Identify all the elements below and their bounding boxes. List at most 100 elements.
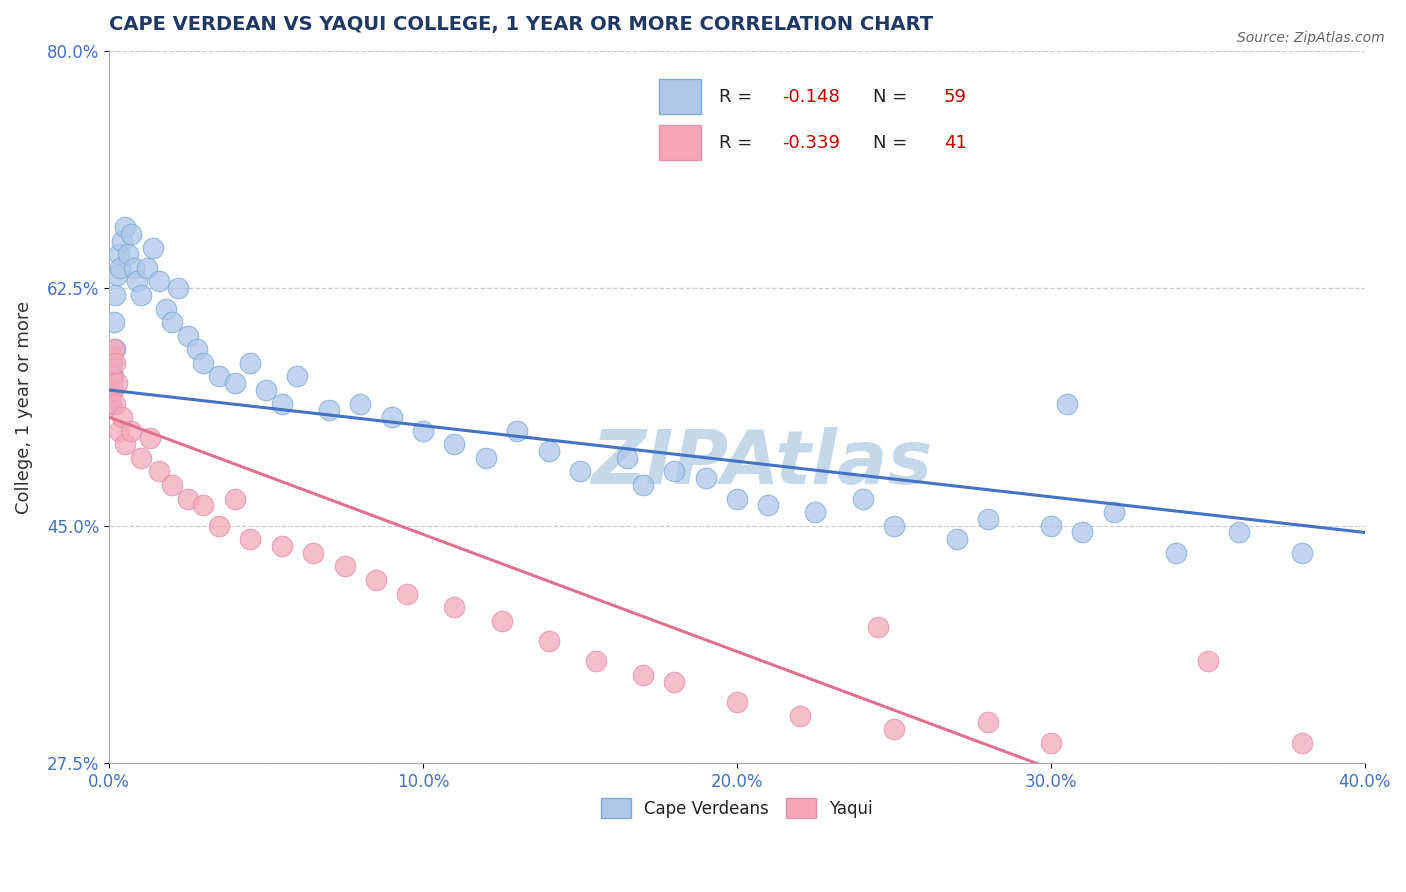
Point xyxy=(725,491,748,506)
Point xyxy=(114,220,136,235)
Point xyxy=(662,674,685,689)
Legend: Cape Verdeans, Yaqui: Cape Verdeans, Yaqui xyxy=(593,790,882,826)
Point xyxy=(491,614,513,628)
Point xyxy=(1291,546,1313,560)
Point xyxy=(176,328,198,343)
Point xyxy=(506,424,529,438)
Point xyxy=(1227,525,1250,540)
Point xyxy=(100,396,122,410)
Point xyxy=(101,383,124,397)
Point xyxy=(254,383,277,397)
Point xyxy=(569,465,592,479)
Point xyxy=(631,478,654,492)
Point xyxy=(851,491,873,506)
Text: CAPE VERDEAN VS YAQUI COLLEGE, 1 YEAR OR MORE CORRELATION CHART: CAPE VERDEAN VS YAQUI COLLEGE, 1 YEAR OR… xyxy=(110,15,934,34)
Point xyxy=(127,275,149,289)
Point xyxy=(1197,654,1219,668)
Point xyxy=(804,505,827,519)
Point xyxy=(104,343,127,357)
Point xyxy=(381,410,404,425)
Point xyxy=(103,343,125,357)
Point xyxy=(129,288,152,302)
Point xyxy=(585,654,607,668)
Point xyxy=(302,546,325,560)
Text: ZIPAtlas: ZIPAtlas xyxy=(592,427,932,500)
Point xyxy=(333,559,356,574)
Point xyxy=(364,573,387,587)
Point xyxy=(193,356,215,370)
Point xyxy=(148,465,170,479)
Point xyxy=(1071,525,1094,540)
Point xyxy=(120,424,142,438)
Y-axis label: College, 1 year or more: College, 1 year or more xyxy=(15,301,32,514)
Point xyxy=(103,315,125,329)
Point xyxy=(122,260,145,275)
Point xyxy=(160,478,183,492)
Point xyxy=(868,620,890,634)
Point xyxy=(208,518,231,533)
Point xyxy=(142,241,165,255)
Point xyxy=(111,234,134,248)
Point xyxy=(270,539,292,553)
Point xyxy=(176,491,198,506)
Point xyxy=(100,383,122,397)
Point xyxy=(148,275,170,289)
Point xyxy=(977,715,1000,730)
Point xyxy=(111,410,134,425)
Point xyxy=(139,430,162,444)
Point xyxy=(100,369,122,384)
Point xyxy=(100,396,122,410)
Point xyxy=(239,356,262,370)
Point xyxy=(105,268,128,282)
Point xyxy=(349,396,371,410)
Point xyxy=(1102,505,1125,519)
Point xyxy=(443,600,465,615)
Point xyxy=(1150,790,1173,805)
Point xyxy=(167,281,190,295)
Point xyxy=(101,349,124,363)
Point xyxy=(186,343,208,357)
Point xyxy=(695,471,717,485)
Point xyxy=(443,437,465,451)
Point xyxy=(224,491,246,506)
Point xyxy=(789,708,811,723)
Point xyxy=(104,356,127,370)
Point xyxy=(107,247,129,261)
Point xyxy=(120,227,142,241)
Point xyxy=(1056,396,1078,410)
Point xyxy=(107,424,129,438)
Point xyxy=(977,512,1000,526)
Point xyxy=(725,695,748,709)
Point xyxy=(101,369,124,384)
Point xyxy=(135,260,157,275)
Point xyxy=(1166,546,1188,560)
Point xyxy=(104,396,127,410)
Point xyxy=(945,533,967,547)
Point xyxy=(224,376,246,391)
Point xyxy=(756,499,779,513)
Point xyxy=(155,301,177,316)
Point xyxy=(883,723,905,737)
Point xyxy=(883,518,905,533)
Point xyxy=(662,465,685,479)
Point xyxy=(1039,518,1062,533)
Point xyxy=(104,288,127,302)
Point xyxy=(412,424,434,438)
Point xyxy=(318,403,340,417)
Point xyxy=(270,396,292,410)
Point xyxy=(208,369,231,384)
Point xyxy=(1291,736,1313,750)
Point xyxy=(475,450,498,465)
Point xyxy=(160,315,183,329)
Point xyxy=(616,450,638,465)
Point xyxy=(101,356,124,370)
Point xyxy=(129,450,152,465)
Point xyxy=(117,247,139,261)
Point xyxy=(114,437,136,451)
Point xyxy=(193,499,215,513)
Point xyxy=(631,668,654,682)
Point xyxy=(108,260,131,275)
Point xyxy=(239,533,262,547)
Point xyxy=(1039,736,1062,750)
Text: Source: ZipAtlas.com: Source: ZipAtlas.com xyxy=(1237,31,1385,45)
